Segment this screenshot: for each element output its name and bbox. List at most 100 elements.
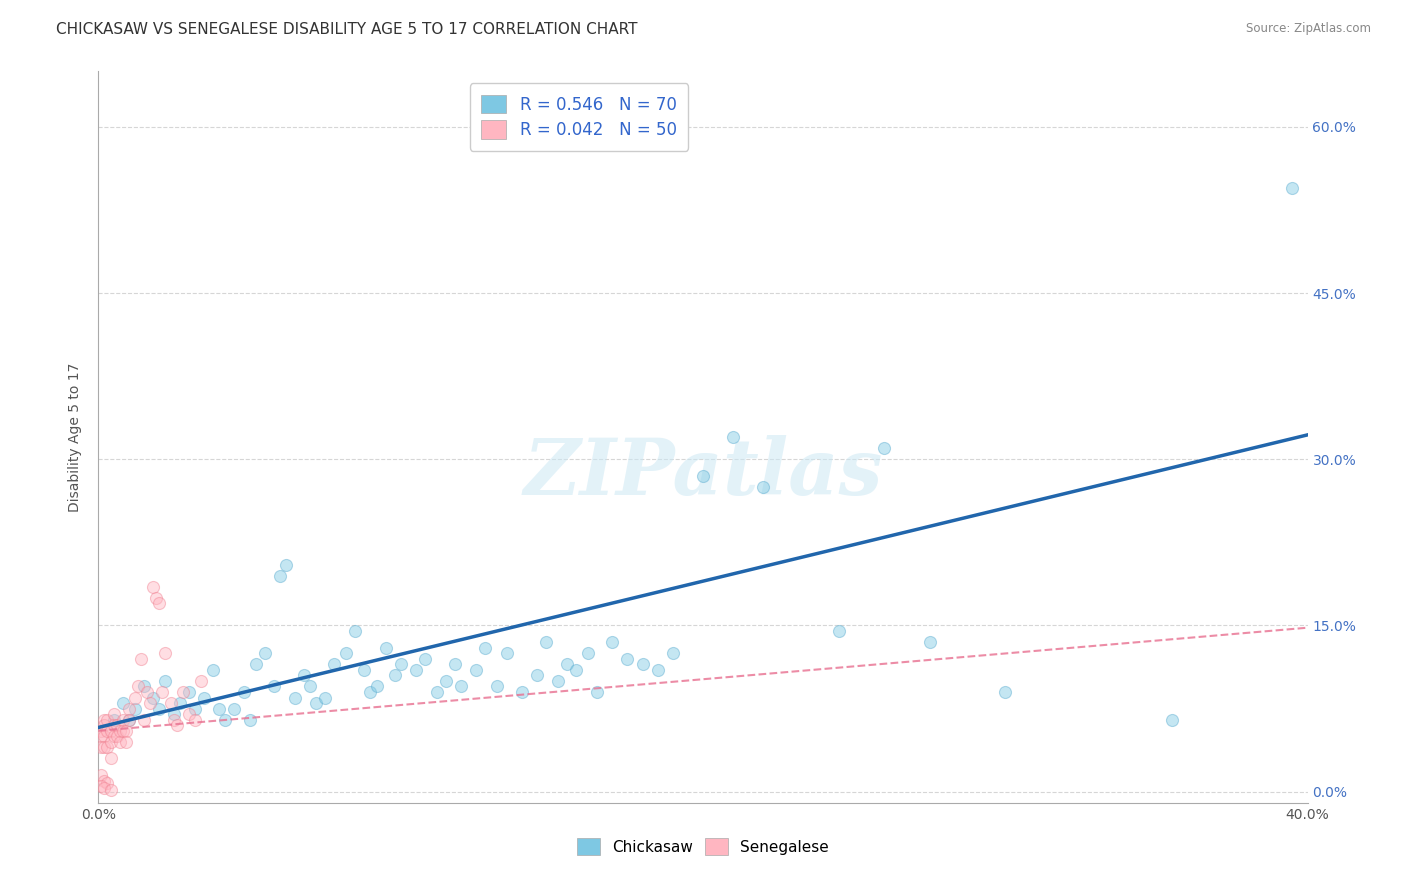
Point — [108, 723, 131, 738]
Point — [292, 668, 315, 682]
Point — [169, 696, 191, 710]
Point — [179, 685, 201, 699]
Point — [184, 701, 207, 715]
Point — [547, 673, 569, 688]
Point — [103, 713, 125, 727]
Point — [114, 735, 136, 749]
Point — [129, 651, 152, 665]
Point — [93, 713, 115, 727]
Point — [426, 685, 449, 699]
Point — [389, 657, 412, 672]
Point — [132, 713, 155, 727]
Point — [111, 713, 134, 727]
Y-axis label: Disability Age 5 to 17: Disability Age 5 to 17 — [69, 362, 83, 512]
Point — [305, 696, 328, 710]
Point — [510, 685, 533, 699]
Point — [105, 718, 128, 732]
Point — [873, 441, 896, 455]
Point — [103, 729, 125, 743]
Point — [366, 680, 388, 694]
Point — [105, 729, 128, 743]
Point — [145, 591, 167, 605]
Point — [100, 723, 122, 738]
Text: CHICKASAW VS SENEGALESE DISABILITY AGE 5 TO 17 CORRELATION CHART: CHICKASAW VS SENEGALESE DISABILITY AGE 5… — [56, 22, 638, 37]
Point — [495, 646, 517, 660]
Legend: Chickasaw, Senegalese: Chickasaw, Senegalese — [571, 832, 835, 861]
Point — [692, 468, 714, 483]
Text: Source: ZipAtlas.com: Source: ZipAtlas.com — [1246, 22, 1371, 36]
Point — [374, 640, 396, 655]
Point — [239, 713, 262, 727]
Point — [723, 430, 745, 444]
Point — [314, 690, 336, 705]
Point — [142, 690, 165, 705]
Point — [565, 663, 588, 677]
Point — [100, 782, 122, 797]
Point — [193, 690, 215, 705]
Point — [93, 781, 115, 796]
Point — [179, 707, 201, 722]
Point — [661, 646, 683, 660]
Point — [150, 685, 173, 699]
Point — [103, 707, 125, 722]
Point — [486, 680, 509, 694]
Point — [450, 680, 472, 694]
Point — [163, 707, 186, 722]
Point — [284, 690, 307, 705]
Point — [108, 735, 131, 749]
Point — [534, 635, 557, 649]
Point — [96, 776, 118, 790]
Point — [118, 713, 141, 727]
Point — [576, 646, 599, 660]
Point — [434, 673, 457, 688]
Point — [465, 663, 488, 677]
Point — [96, 713, 118, 727]
Point — [166, 718, 188, 732]
Point — [142, 580, 165, 594]
Point — [208, 701, 231, 715]
Point — [96, 723, 118, 738]
Point — [1281, 180, 1303, 194]
Point — [269, 568, 291, 582]
Point — [114, 723, 136, 738]
Point — [111, 723, 134, 738]
Point — [139, 696, 162, 710]
Point — [111, 696, 134, 710]
Point — [160, 696, 183, 710]
Point — [253, 646, 276, 660]
Point — [93, 740, 115, 755]
Point — [1160, 713, 1182, 727]
Point — [93, 718, 115, 732]
Point — [90, 779, 112, 793]
Point — [413, 651, 436, 665]
Point — [360, 685, 382, 699]
Point — [90, 729, 112, 743]
Point — [153, 673, 176, 688]
Point — [335, 646, 357, 660]
Point — [202, 663, 225, 677]
Point — [828, 624, 851, 638]
Point — [124, 690, 146, 705]
Point — [184, 713, 207, 727]
Point — [616, 651, 638, 665]
Point — [90, 723, 112, 738]
Point — [555, 657, 578, 672]
Point — [100, 735, 122, 749]
Point — [214, 713, 236, 727]
Point — [93, 773, 115, 788]
Point — [90, 740, 112, 755]
Point — [103, 718, 125, 732]
Point — [148, 596, 170, 610]
Point — [127, 680, 149, 694]
Point — [384, 668, 406, 682]
Point — [245, 657, 267, 672]
Text: ZIPatlas: ZIPatlas — [523, 435, 883, 512]
Point — [323, 657, 346, 672]
Point — [224, 701, 246, 715]
Point — [100, 751, 122, 765]
Point — [153, 646, 176, 660]
Point — [752, 480, 775, 494]
Point — [163, 713, 186, 727]
Point — [172, 685, 194, 699]
Point — [274, 558, 297, 572]
